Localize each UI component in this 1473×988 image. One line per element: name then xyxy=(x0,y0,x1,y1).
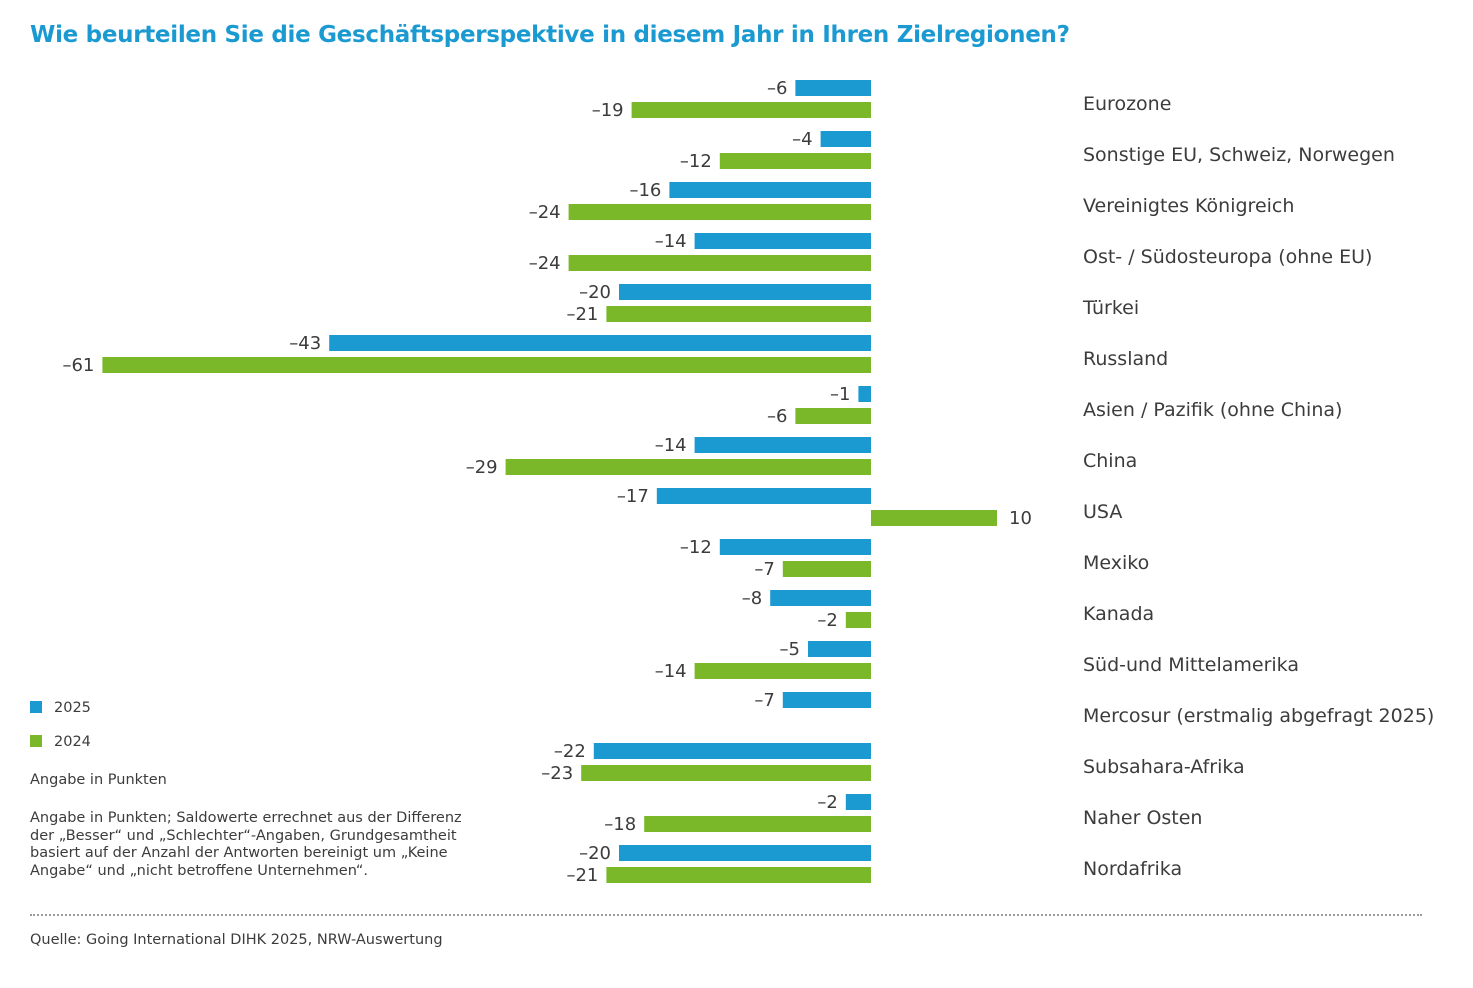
data-label-2024-türkei: –21 xyxy=(566,304,598,325)
bar-2025-mexiko xyxy=(719,539,871,555)
category-label-asien-pazifik-ohne-china: Asien / Pazifik (ohne China) xyxy=(1083,399,1342,421)
category-label-naher-osten: Naher Osten xyxy=(1083,807,1202,829)
data-label-2025-türkei: –20 xyxy=(579,282,611,303)
chart-title: Wie beurteilen Sie die Geschäftsperspekt… xyxy=(30,22,1070,48)
data-label-2025-asien-pazifik-ohne-china: –1 xyxy=(830,384,850,405)
data-label-2024-ost-südosteuropa-ohne-eu: –24 xyxy=(529,253,561,274)
bar-2025-sonstige-eu-schweiz-norwegen xyxy=(820,131,871,147)
data-label-2024-vereinigtes-königreich: –24 xyxy=(529,202,561,223)
bar-2025-subsahara-afrika xyxy=(593,743,871,759)
bar-2024-subsahara-afrika xyxy=(581,765,871,781)
legend-swatch-2024 xyxy=(30,735,42,747)
bar-2025-eurozone xyxy=(795,80,871,96)
legend-item-2024: 2024 xyxy=(30,734,91,750)
unit-label: Angabe in Punkten xyxy=(30,772,167,788)
data-label-2024-süd-und-mittelamerika: –14 xyxy=(655,661,687,682)
data-label-2024-eurozone: –19 xyxy=(592,100,624,121)
bar-2024-nordafrika xyxy=(606,867,871,883)
data-label-2025-mexiko: –12 xyxy=(680,537,712,558)
category-label-kanada: Kanada xyxy=(1083,603,1154,625)
bar-2025-türkei xyxy=(619,284,871,300)
category-label-mexiko: Mexiko xyxy=(1083,552,1149,574)
divider xyxy=(30,914,1422,916)
legend-item-2025: 2025 xyxy=(30,700,91,716)
data-label-2024-russland: –61 xyxy=(62,355,94,376)
data-label-2025-sonstige-eu-schweiz-norwegen: –4 xyxy=(792,129,812,150)
data-label-2024-nordafrika: –21 xyxy=(566,865,598,886)
legend-label-2024: 2024 xyxy=(54,734,91,750)
category-label-mercosur-erstmalig-abgefragt-2025: Mercosur (erstmalig abgefragt 2025) xyxy=(1083,705,1434,727)
data-label-2025-kanada: –8 xyxy=(742,588,762,609)
bar-2024-sonstige-eu-schweiz-norwegen xyxy=(719,153,871,169)
bar-2025-nordafrika xyxy=(619,845,871,861)
bar-2024-eurozone xyxy=(631,102,871,118)
data-label-2025-usa: –17 xyxy=(617,486,649,507)
bar-2024-süd-und-mittelamerika xyxy=(694,663,871,679)
bar-2024-mexiko xyxy=(782,561,871,577)
category-label-türkei: Türkei xyxy=(1082,297,1139,319)
data-label-2024-usa: 10 xyxy=(1009,508,1032,529)
bar-2024-türkei xyxy=(606,306,871,322)
category-label-ost-südosteuropa-ohne-eu: Ost- / Südosteuropa (ohne EU) xyxy=(1083,246,1372,268)
category-label-usa: USA xyxy=(1083,501,1122,523)
data-label-2025-russland: –43 xyxy=(289,333,321,354)
category-label-sonstige-eu-schweiz-norwegen: Sonstige EU, Schweiz, Norwegen xyxy=(1083,144,1395,166)
bar-2025-naher-osten xyxy=(845,794,871,810)
bar-2025-russland xyxy=(329,335,871,351)
bar-chart: Eurozone –6 –19 Sonstige EU, Schweiz, Norwe… xyxy=(62,78,1434,886)
category-label-subsahara-afrika: Subsahara-Afrika xyxy=(1083,756,1245,778)
data-label-2024-asien-pazifik-ohne-china: –6 xyxy=(767,406,787,427)
bar-2025-mercosur-erstmalig-abgefragt-2025 xyxy=(782,692,871,708)
data-label-2025-china: –14 xyxy=(655,435,687,456)
bar-2024-usa xyxy=(871,510,997,526)
data-label-2025-ost-südosteuropa-ohne-eu: –14 xyxy=(655,231,687,252)
category-label-süd-und-mittelamerika: Süd-und Mittelamerika xyxy=(1083,654,1299,676)
data-label-2025-eurozone: –6 xyxy=(767,78,787,99)
data-label-2024-kanada: –2 xyxy=(817,610,837,631)
legend-label-2025: 2025 xyxy=(54,700,91,716)
bar-2025-ost-südosteuropa-ohne-eu xyxy=(694,233,871,249)
legend-swatch-2025 xyxy=(30,701,42,713)
category-label-eurozone: Eurozone xyxy=(1083,93,1171,115)
data-label-2024-subsahara-afrika: –23 xyxy=(541,763,573,784)
bar-2025-vereinigtes-königreich xyxy=(669,182,871,198)
source-line: Quelle: Going International DIHK 2025, N… xyxy=(30,932,443,948)
data-label-2025-vereinigtes-königreich: –16 xyxy=(629,180,661,201)
data-label-2025-nordafrika: –20 xyxy=(579,843,611,864)
data-label-2024-sonstige-eu-schweiz-norwegen: –12 xyxy=(680,151,712,172)
bar-2024-naher-osten xyxy=(644,816,871,832)
methodology-note: Angabe in Punkten; Saldowerte errechnet … xyxy=(30,810,462,879)
bar-2024-ost-südosteuropa-ohne-eu xyxy=(568,255,871,271)
bar-2024-china xyxy=(505,459,871,475)
data-label-2025-naher-osten: –2 xyxy=(817,792,837,813)
category-label-russland: Russland xyxy=(1083,348,1168,370)
data-label-2024-mexiko: –7 xyxy=(754,559,774,580)
data-label-2024-china: –29 xyxy=(466,457,498,478)
bar-2024-russland xyxy=(102,357,871,373)
bar-2025-usa xyxy=(656,488,871,504)
data-label-2025-subsahara-afrika: –22 xyxy=(554,741,586,762)
bar-2024-asien-pazifik-ohne-china xyxy=(795,408,871,424)
data-label-2025-mercosur-erstmalig-abgefragt-2025: –7 xyxy=(754,690,774,711)
bar-2025-kanada xyxy=(770,590,871,606)
bar-2024-vereinigtes-königreich xyxy=(568,204,871,220)
category-label-china: China xyxy=(1083,450,1137,472)
category-label-vereinigtes-königreich: Vereinigtes Königreich xyxy=(1083,195,1294,217)
data-label-2025-süd-und-mittelamerika: –5 xyxy=(780,639,800,660)
bar-2024-kanada xyxy=(845,612,871,628)
data-label-2024-naher-osten: –18 xyxy=(604,814,636,835)
bar-2025-süd-und-mittelamerika xyxy=(808,641,871,657)
category-label-nordafrika: Nordafrika xyxy=(1083,858,1182,880)
bar-2025-asien-pazifik-ohne-china xyxy=(858,386,871,402)
bar-2025-china xyxy=(694,437,871,453)
